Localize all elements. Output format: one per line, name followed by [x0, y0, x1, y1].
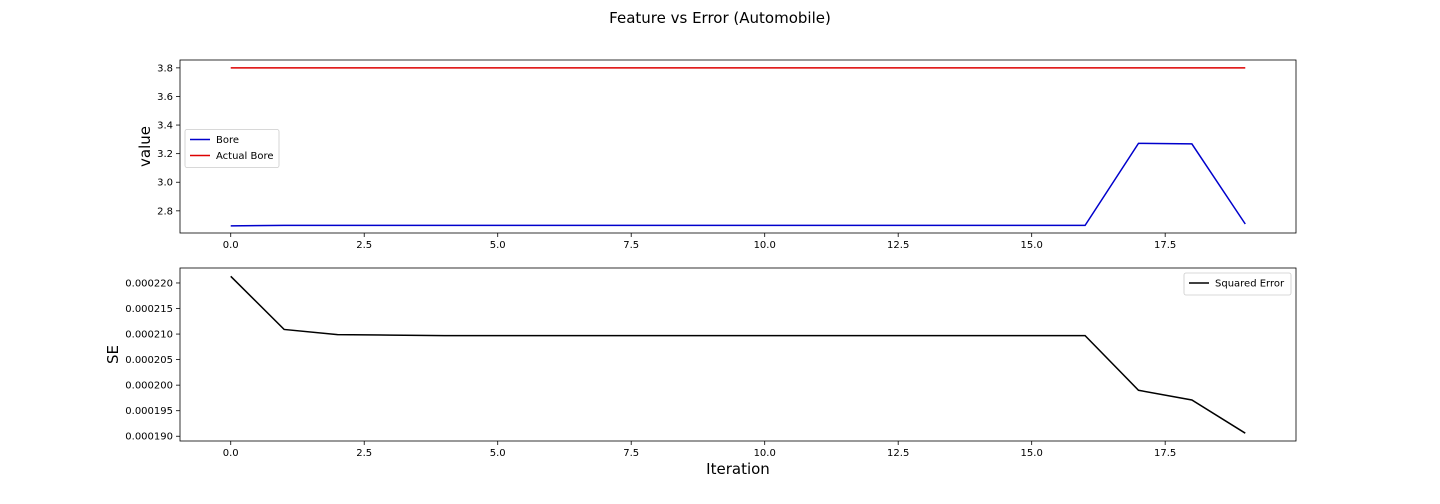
x-tick-label: 10.0 — [754, 240, 776, 251]
series-line-squared-error — [230, 275, 1246, 434]
y-tick-label: 3.8 — [157, 63, 173, 74]
plot-frame — [179, 267, 1297, 442]
x-tick-label: 2.5 — [356, 448, 372, 459]
plot-frame — [179, 59, 1297, 234]
panel-bottom: 0.0 2.5 5.0 7.5 10.0 12.5 15.0 17.5 0.000190 0.00… — [104, 267, 1297, 478]
legend-label: Bore — [216, 135, 239, 146]
legend-label: Actual Bore — [216, 151, 274, 162]
x-tick-label: 2.5 — [356, 240, 372, 251]
y-tick-label: 0.000200 — [125, 381, 173, 392]
x-tick-label: 17.5 — [1154, 448, 1176, 459]
series-line-bore — [230, 142, 1246, 227]
x-axis-label: Iteration — [706, 460, 770, 478]
x-tick-label: 15.0 — [1021, 240, 1043, 251]
chart-title: Feature vs Error (Automobile) — [609, 9, 831, 27]
y-tick-label: 0.000195 — [125, 406, 173, 417]
y-tick-label: 0.000205 — [125, 355, 173, 366]
x-tick-label: 10.0 — [754, 448, 776, 459]
y-tick-label: 0.000210 — [125, 330, 173, 341]
y-axis-label: SE — [104, 345, 122, 364]
y-tick-label: 3.6 — [157, 92, 173, 103]
y-tick-label: 3.2 — [157, 149, 173, 160]
legend: Bore Actual Bore — [184, 129, 280, 168]
x-tick-label: 17.5 — [1154, 240, 1176, 251]
x-tick-label: 7.5 — [623, 240, 639, 251]
y-tick-label: 3.4 — [157, 121, 173, 132]
panel-top: 0.0 2.5 5.0 7.5 10.0 12.5 15.0 17.5 2.8 3.0 3.2 3.4… — [136, 59, 1297, 251]
y-tick-label: 2.8 — [157, 206, 173, 217]
x-tick-label: 12.5 — [887, 240, 909, 251]
y-axis-label: value — [136, 126, 154, 167]
legend: Squared Error — [1183, 272, 1292, 296]
x-tick-label: 0.0 — [223, 240, 239, 251]
y-tick-label: 3.0 — [157, 178, 173, 189]
x-tick-label: 7.5 — [623, 448, 639, 459]
x-tick-label: 5.0 — [490, 240, 506, 251]
y-tick-label: 0.000220 — [125, 278, 173, 289]
x-tick-label: 15.0 — [1021, 448, 1043, 459]
legend-box — [1183, 272, 1292, 296]
y-tick-label: 0.000190 — [125, 432, 173, 443]
x-tick-label: 12.5 — [887, 448, 909, 459]
x-tick-label: 5.0 — [490, 448, 506, 459]
y-tick-label: 0.000215 — [125, 304, 173, 315]
x-tick-label: 0.0 — [223, 448, 239, 459]
legend-label: Squared Error — [1215, 279, 1285, 290]
